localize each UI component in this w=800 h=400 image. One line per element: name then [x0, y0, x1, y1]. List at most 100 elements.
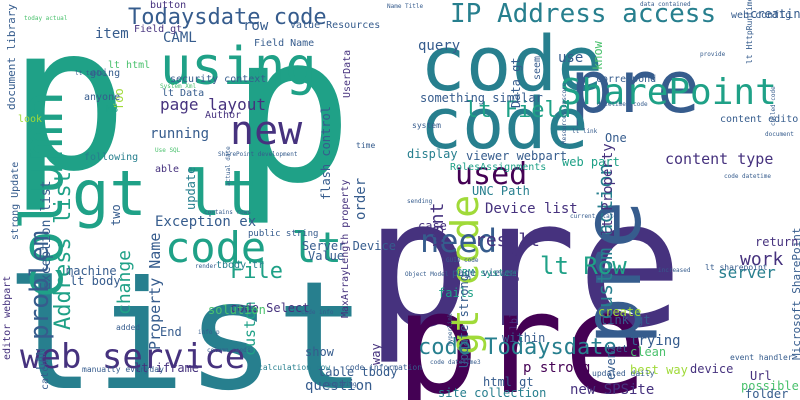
cloud-word: document library — [5, 4, 18, 110]
cloud-word: column needs — [207, 347, 251, 354]
cloud-word: display — [407, 147, 458, 161]
cloud-word: item — [95, 26, 129, 42]
cloud-word: Value Resources — [290, 20, 380, 31]
cloud-word: added — [116, 323, 140, 332]
cloud-word: data contained — [640, 1, 691, 8]
cloud-word: two — [109, 204, 123, 226]
cloud-word: Object Model — [405, 271, 449, 278]
cloud-word: p strong — [523, 360, 590, 376]
cloud-word: time — [356, 141, 375, 150]
cloud-word: code info — [301, 309, 334, 316]
cloud-word: clean — [630, 345, 666, 359]
cloud-word: folder — [745, 387, 788, 400]
cloud-word: solution — [208, 303, 266, 317]
cloud-word: updated daily — [592, 369, 655, 378]
cloud-word: UserData — [342, 50, 353, 98]
cloud-word: End — [160, 325, 182, 339]
cloud-word: called code — [770, 86, 777, 126]
cloud-word: way — [369, 343, 383, 365]
cloud-word: code information — [345, 363, 422, 372]
cloud-word: lt HttpRuntime — [745, 0, 754, 64]
cloud-word: Author — [205, 110, 241, 121]
cloud-word: machine — [66, 264, 117, 278]
cloud-word: flash control — [319, 106, 333, 200]
cloud-word: Name Title — [387, 3, 424, 10]
cloud-word: MB — [106, 104, 118, 115]
cloud-word: anyone — [84, 92, 120, 103]
cloud-word: Device list — [485, 201, 578, 217]
cloud-word: info p — [198, 329, 220, 336]
cloud-word: content editor — [720, 114, 800, 125]
cloud-word: public string — [248, 229, 318, 239]
cloud-word: set — [610, 344, 628, 355]
cloud-word: document — [765, 131, 794, 138]
cloud-word: manually everyday — [82, 365, 164, 374]
cloud-word: sending — [407, 198, 433, 205]
cloud-word: lt link — [572, 128, 598, 135]
cloud-word: current state — [570, 213, 617, 220]
cloud-word: Field gt — [134, 24, 182, 35]
cloud-word: MaxArrayLength property — [340, 180, 351, 318]
cloud-word: able — [155, 164, 179, 175]
cloud-word: row — [243, 18, 269, 34]
cloud-word: Update strong — [457, 274, 471, 368]
cloud-word: One — [605, 131, 627, 145]
cloud-word: hyperlink — [447, 313, 454, 346]
cloud-word: UNC Path — [472, 184, 530, 198]
cloud-word: content type — [665, 150, 773, 168]
cloud-word: contains rows — [204, 209, 251, 216]
cloud-word: RolesAssignments — [450, 162, 546, 173]
cloud-word: strong Update — [10, 162, 21, 240]
cloud-word: query — [418, 38, 460, 54]
cloud-word: Use SQL — [155, 147, 181, 154]
cloud-word: today actual — [24, 15, 68, 22]
cloud-word: show — [305, 345, 335, 359]
cloud-word: know — [591, 40, 605, 70]
cloud-word: GUID code — [446, 257, 479, 264]
cloud-word: code datetime — [724, 173, 771, 180]
cloud-word: case — [418, 219, 447, 233]
cloud-word: button — [150, 0, 186, 11]
cloud-word: render — [195, 263, 217, 270]
cloud-word: within — [502, 331, 545, 345]
cloud-word: catch — [40, 360, 51, 390]
cloud-word: lt sharepoint — [705, 263, 768, 272]
cloud-word: editor webpart — [2, 276, 13, 360]
cloud-word: viewer webpart — [466, 149, 567, 163]
cloud-word: Address list — [51, 171, 76, 330]
cloud-word: seem — [532, 56, 543, 80]
cloud-word: new SPSite — [570, 382, 654, 398]
cloud-word: actual date — [225, 146, 232, 186]
cloud-word: device — [690, 362, 733, 376]
cloud-word: return — [755, 235, 798, 249]
cloud-word: order — [353, 178, 369, 220]
cloud-word: system — [412, 121, 441, 130]
cloud-word: following — [84, 152, 138, 163]
cloud-word: System Xml — [160, 83, 197, 90]
cloud-word: correspond — [596, 74, 656, 85]
cloud-word: Exception ex — [155, 214, 256, 230]
cloud-word: tbody tr — [216, 260, 264, 271]
cloud-word: SharePoint — [560, 72, 777, 113]
cloud-word: receiving — [324, 381, 357, 388]
cloud-word: update — [184, 167, 198, 210]
cloud-word: event handler — [730, 353, 793, 362]
cloud-word: use — [558, 50, 583, 66]
cloud-word: web part — [562, 155, 620, 169]
cloud-word: increased — [658, 267, 691, 274]
cloud-word: look — [18, 114, 42, 125]
cloud-word: code datetime3 — [430, 359, 481, 366]
cloud-word: web config — [731, 10, 791, 21]
cloud-word: Field Name — [254, 38, 314, 49]
cloud-word: Resources cmscore — [561, 82, 568, 144]
cloud-word: link gt — [600, 313, 651, 327]
cloud-word: Exception list — [39, 180, 54, 290]
cloud-word: html gt — [483, 375, 534, 389]
cloud-word: Value — [308, 249, 344, 263]
cloud-word: provide — [700, 51, 726, 58]
cloud-word: running — [150, 126, 209, 142]
cloud-word: calculation row — [258, 363, 330, 372]
cloud-word: datetime1 code — [597, 101, 648, 108]
